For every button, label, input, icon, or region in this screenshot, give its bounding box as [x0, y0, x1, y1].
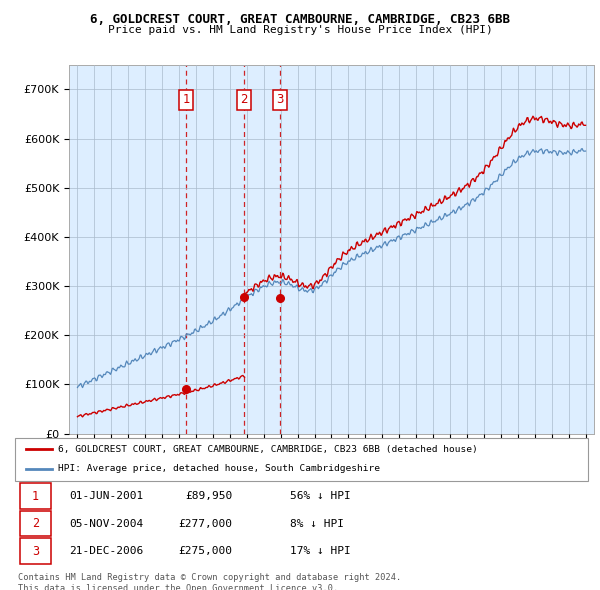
Text: 3: 3 — [32, 545, 39, 558]
Text: HPI: Average price, detached house, South Cambridgeshire: HPI: Average price, detached house, Sout… — [58, 464, 380, 473]
Text: 01-JUN-2001: 01-JUN-2001 — [70, 491, 143, 502]
Text: 6, GOLDCREST COURT, GREAT CAMBOURNE, CAMBRIDGE, CB23 6BB: 6, GOLDCREST COURT, GREAT CAMBOURNE, CAM… — [90, 13, 510, 26]
Bar — [20, 538, 51, 564]
Bar — [20, 483, 51, 509]
Text: 2: 2 — [32, 517, 39, 530]
Text: 1: 1 — [182, 93, 190, 106]
Text: £275,000: £275,000 — [179, 546, 233, 556]
FancyBboxPatch shape — [15, 438, 588, 481]
Text: 21-DEC-2006: 21-DEC-2006 — [70, 546, 143, 556]
Text: £277,000: £277,000 — [179, 519, 233, 529]
Text: 2: 2 — [241, 93, 248, 106]
Text: £89,950: £89,950 — [185, 491, 233, 502]
Text: Contains HM Land Registry data © Crown copyright and database right 2024.
This d: Contains HM Land Registry data © Crown c… — [18, 573, 401, 590]
Bar — [20, 511, 51, 536]
Text: 05-NOV-2004: 05-NOV-2004 — [70, 519, 143, 529]
Text: 1: 1 — [32, 490, 39, 503]
Text: 3: 3 — [277, 93, 284, 106]
Text: 8% ↓ HPI: 8% ↓ HPI — [290, 519, 344, 529]
Text: 17% ↓ HPI: 17% ↓ HPI — [290, 546, 351, 556]
Text: 56% ↓ HPI: 56% ↓ HPI — [290, 491, 351, 502]
Text: Price paid vs. HM Land Registry's House Price Index (HPI): Price paid vs. HM Land Registry's House … — [107, 25, 493, 35]
Text: 6, GOLDCREST COURT, GREAT CAMBOURNE, CAMBRIDGE, CB23 6BB (detached house): 6, GOLDCREST COURT, GREAT CAMBOURNE, CAM… — [58, 445, 478, 454]
